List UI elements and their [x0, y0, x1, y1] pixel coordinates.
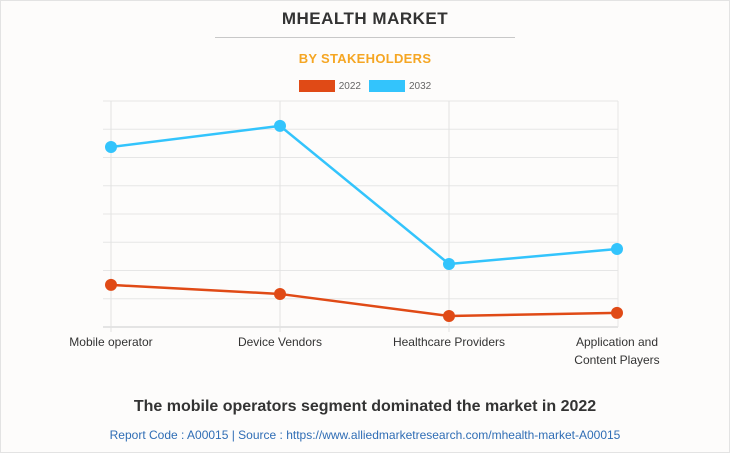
series-line-2032	[110, 124, 618, 266]
data-point-2022-2[interactable]	[443, 309, 455, 322]
series-points	[105, 119, 623, 322]
gridlines	[103, 100, 619, 332]
x-tick-label-line: Mobile operator	[69, 335, 152, 349]
legend-item-2032[interactable]: 2032	[369, 80, 431, 92]
x-tick-label-line: Healthcare Providers	[393, 335, 505, 349]
legend: 2022 2032	[0, 80, 730, 92]
x-tick-label: Device Vendors	[238, 335, 322, 349]
data-point-2032-2[interactable]	[443, 258, 455, 271]
x-tick-label: Application and Content Players	[574, 335, 659, 367]
x-tick-label-line: Content Players	[574, 353, 659, 367]
data-point-2022-0[interactable]	[105, 278, 117, 291]
title-divider	[215, 37, 515, 38]
legend-swatch-2022	[298, 80, 335, 92]
data-point-2022-1[interactable]	[274, 287, 286, 300]
data-point-2022-3[interactable]	[611, 306, 623, 319]
legend-swatch-2032	[369, 80, 405, 92]
series-lines	[110, 124, 618, 318]
x-tick-label: Mobile operator	[69, 335, 152, 349]
chart-title: MHEALTH MARKET	[281, 9, 449, 28]
chart-headline: The mobile operators segment dominated t…	[133, 398, 597, 415]
data-point-2032-3[interactable]	[611, 243, 623, 256]
x-tick-label-line: Application and	[576, 335, 658, 349]
legend-label-2022: 2022	[338, 80, 361, 92]
x-tick-label-line: Device Vendors	[238, 335, 322, 349]
x-tick-label: Healthcare Providers	[393, 335, 505, 349]
data-point-2032-0[interactable]	[105, 141, 117, 154]
x-axis-labels: Mobile operator Device Vendors Healthcare …	[69, 335, 659, 367]
series-line-2022	[110, 283, 618, 318]
data-point-2032-1[interactable]	[274, 119, 286, 132]
legend-label-2032: 2032	[409, 80, 432, 92]
chart-subtitle: BY STAKEHOLDERS	[298, 51, 432, 66]
legend-item-2022[interactable]: 2022	[298, 80, 361, 92]
source-footer[interactable]: Report Code : A00015 | Source : https://…	[109, 428, 621, 442]
